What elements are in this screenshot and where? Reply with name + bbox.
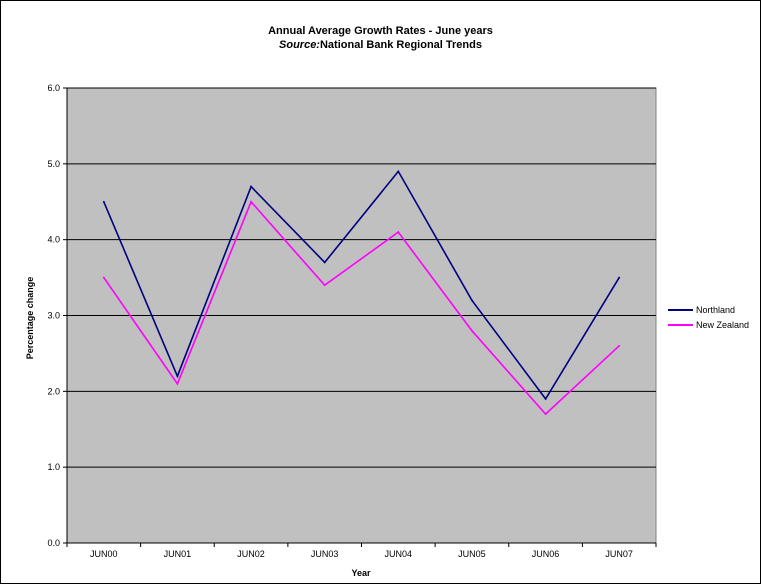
x-tick-label: JUN01: [164, 549, 192, 559]
y-axis-label: Percentage change: [25, 276, 35, 360]
chart-subtitle: Source:National Bank Regional Trends: [0, 39, 761, 51]
legend: Northland New Zealand: [668, 302, 749, 332]
data-point: [618, 276, 621, 279]
data-point: [544, 413, 547, 415]
data-point: [250, 185, 252, 188]
data-point: [323, 284, 326, 287]
y-tick-label: 1.0: [47, 462, 60, 472]
x-tick-label: JUN06: [532, 549, 560, 559]
x-tick-label: JUN00: [90, 549, 118, 559]
data-point: [250, 200, 252, 203]
subtitle-source-text: National Bank Regional Trends: [319, 39, 482, 51]
data-point: [397, 231, 400, 233]
y-tick-label: 3.0: [47, 311, 60, 321]
chart-title: Annual Average Growth Rates - June years: [268, 25, 493, 37]
legend-item: Northland: [668, 302, 749, 317]
data-point: [176, 382, 179, 385]
x-tick-label: JUN05: [458, 549, 486, 559]
data-point: [544, 398, 547, 400]
legend-item: New Zealand: [668, 317, 749, 332]
x-tick-label: JUN03: [311, 549, 339, 559]
data-point: [102, 276, 105, 279]
subtitle-source-label: Source:: [279, 39, 320, 51]
y-tick-label: 5.0: [47, 159, 60, 169]
data-point: [471, 329, 473, 332]
x-tick-label: JUN02: [237, 549, 265, 559]
legend-swatch: [668, 323, 693, 326]
x-tick-label: JUN04: [385, 549, 413, 559]
data-point: [176, 375, 179, 378]
legend-label: Northland: [696, 304, 736, 315]
y-tick-label: 4.0: [47, 235, 60, 245]
x-axis-label: Year: [351, 568, 371, 578]
series-line-new-zealand: [103, 200, 620, 416]
y-tick-label: 6.0: [47, 83, 60, 93]
data-point: [618, 344, 621, 347]
legend-label: New Zealand: [696, 319, 750, 330]
legend-swatch: [668, 308, 693, 311]
data-point: [471, 299, 473, 302]
series-line-northland: [103, 169, 620, 401]
y-tick-label: 0.0: [47, 538, 60, 548]
x-tick-label: JUN07: [605, 549, 633, 559]
data-point: [323, 261, 326, 264]
data-point: [397, 170, 400, 173]
y-tick-label: 2.0: [47, 386, 60, 396]
data-point: [102, 200, 105, 203]
